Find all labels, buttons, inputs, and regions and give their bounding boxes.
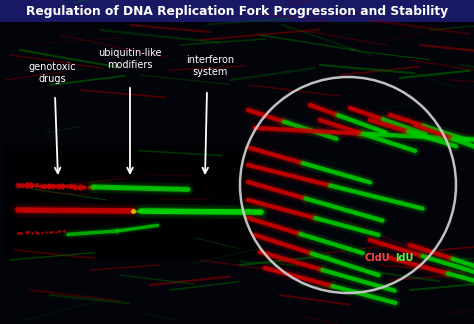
Text: CldU: CldU (365, 253, 391, 263)
Text: Regulation of DNA Replication Fork Progression and Stability: Regulation of DNA Replication Fork Progr… (26, 5, 448, 17)
Text: genotoxic
drugs: genotoxic drugs (28, 62, 76, 84)
Text: IdU: IdU (395, 253, 413, 263)
Bar (5, 145, 260, 260)
Text: interferon
system: interferon system (186, 55, 234, 76)
Text: ubiquitin-like
modifiers: ubiquitin-like modifiers (98, 48, 162, 70)
Bar (0, 0, 474, 22)
